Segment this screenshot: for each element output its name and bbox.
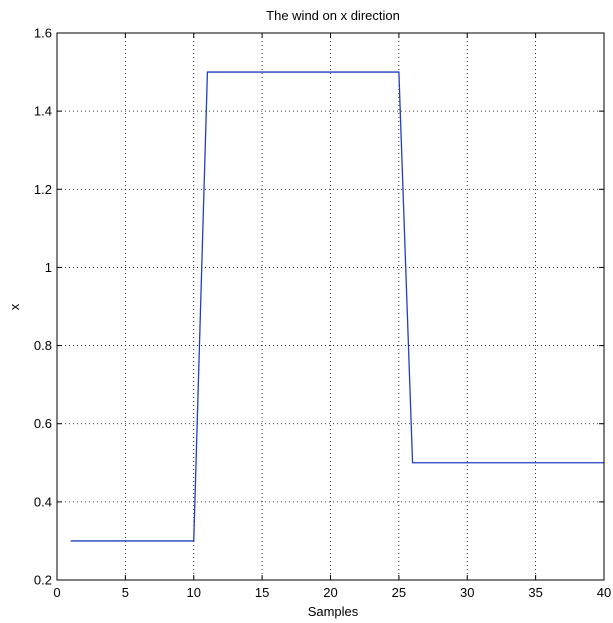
x-tick-label: 25: [392, 585, 406, 600]
x-axis-label: Samples: [308, 604, 359, 619]
axis-ticks: [56, 32, 605, 581]
y-tick-label: 0.6: [34, 416, 52, 431]
y-tick-label: 0.2: [34, 573, 52, 588]
x-tick-label: 40: [597, 585, 611, 600]
series-layer: [70, 71, 604, 542]
y-tick-label: 0.4: [34, 494, 52, 509]
x-tick-label: 15: [255, 585, 269, 600]
chart-title: The wind on x direction: [266, 8, 400, 23]
y-tick-label: 1.6: [34, 26, 52, 41]
series-line: [70, 71, 604, 542]
x-tick-label: 10: [187, 585, 201, 600]
tick-labels: 0 5 10 15 20 25 30 35 40 0.2 0.4 0.6 0.8 1 1.2 1.4 1.6: [34, 26, 611, 601]
x-tick-label: 0: [53, 585, 60, 600]
x-tick-label: 30: [460, 585, 474, 600]
x-tick-label: 20: [323, 585, 337, 600]
x-tick-label: 35: [528, 585, 542, 600]
y-tick-label: 1.4: [34, 104, 52, 119]
y-tick-label: 0.8: [34, 338, 52, 353]
y-tick-label: 1: [45, 260, 52, 275]
y-tick-label: 1.2: [34, 182, 52, 197]
y-axis-label: x: [7, 303, 22, 310]
x-tick-label: 5: [122, 585, 129, 600]
